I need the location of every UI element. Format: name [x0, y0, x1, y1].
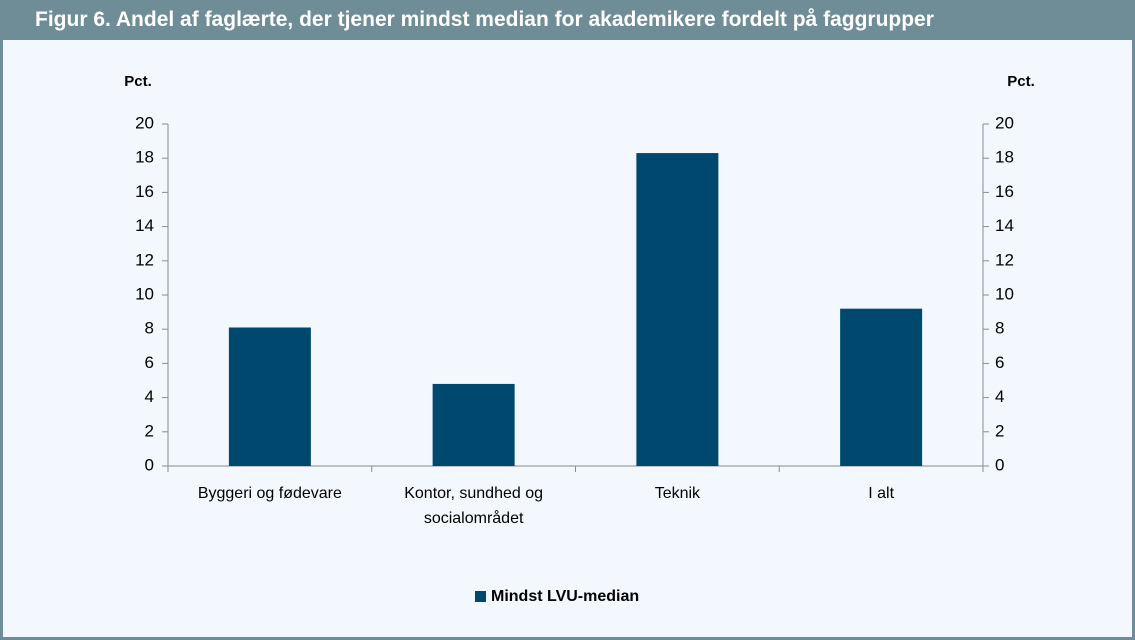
y2-tick-label: 8 [995, 319, 1004, 338]
bar [636, 153, 719, 466]
y-axis-label: Pct. [124, 73, 152, 90]
y2-axis-label: Pct. [1007, 73, 1035, 90]
y-tick-label: 8 [145, 319, 154, 338]
y2-tick-label: 6 [995, 353, 1004, 372]
y-tick-label: 12 [135, 250, 154, 269]
y2-tick-label: 12 [995, 250, 1014, 269]
y-tick-label: 0 [145, 455, 154, 474]
y2-tick-label: 10 [995, 284, 1014, 303]
x-tick-label: Teknik [654, 485, 701, 502]
y-tick-label: 14 [135, 216, 154, 235]
legend-label: Mindst LVU-median [491, 588, 639, 605]
legend-swatch [475, 591, 486, 602]
x-tick-label: I alt [868, 485, 895, 502]
y-tick-label: 20 [135, 113, 154, 132]
y2-tick-label: 2 [995, 421, 1004, 440]
y-tick-label: 2 [145, 421, 154, 440]
y2-tick-label: 0 [995, 455, 1004, 474]
y2-tick-label: 16 [995, 182, 1014, 201]
y2-tick-label: 14 [995, 216, 1014, 235]
y-tick-label: 10 [135, 284, 154, 303]
y2-tick-label: 4 [995, 387, 1004, 406]
y-tick-label: 16 [135, 182, 154, 201]
y-tick-label: 18 [135, 148, 154, 167]
x-tick-label: Kontor, sundhed og socialområdet [404, 485, 544, 527]
y-tick-label: 6 [145, 353, 154, 372]
chart: Pct. Pct. 0 2 4 6 8 10 12 14 16 18 20 0 2 4 6 8 10 12 14 16… [124, 73, 1035, 605]
y2-tick-label: 18 [995, 148, 1014, 167]
bar [432, 383, 515, 466]
y2-tick-label: 20 [995, 113, 1014, 132]
y-tick-label: 4 [145, 387, 154, 406]
x-tick-label: Byggeri og fødevare [197, 485, 342, 502]
bar [840, 308, 923, 466]
bar [228, 327, 311, 466]
chart-title: Figur 6. Andel af faglærte, der tjener m… [3, 0, 1132, 40]
